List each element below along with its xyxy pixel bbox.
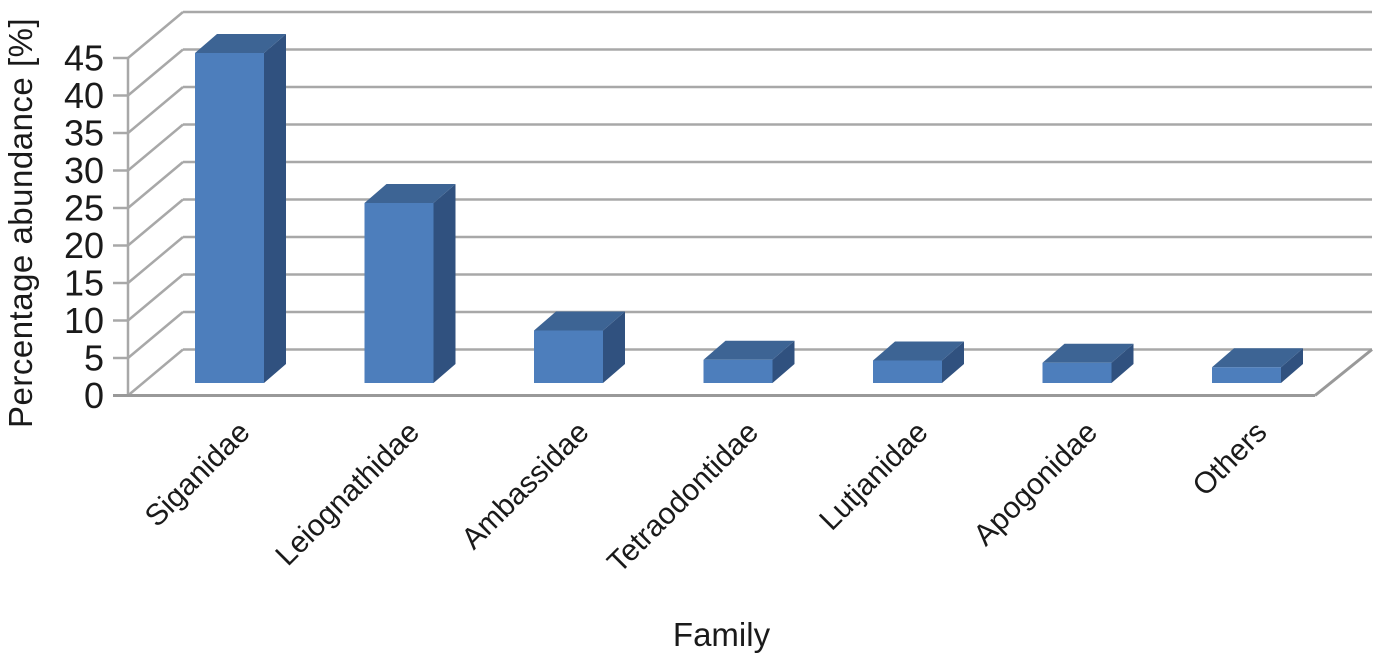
y-tick-label-20: 20: [64, 225, 104, 266]
y-axis-title: Percentage abundance [%]: [2, 17, 39, 428]
category-label-Lutjanidae: Lutjanidae: [813, 416, 934, 537]
gridline-connector-5: [127, 311, 184, 359]
y-tick-label-15: 15: [64, 263, 104, 304]
y-tick-label-30: 30: [64, 150, 104, 191]
bar-top-Apogonidae: [1042, 343, 1134, 363]
bar-side-Lutjanidae: [942, 341, 964, 383]
bar-Ambassidae: [534, 330, 603, 383]
bar-side-Leiognathidae: [433, 184, 456, 383]
category-label-Others: Others: [1186, 416, 1273, 503]
bar-Leiognathidae: [364, 203, 434, 383]
category-label-Tetraodontidae: Tetraodontidae: [601, 416, 765, 580]
gridline-connector-25: [127, 161, 184, 209]
gridline-connector-45: [127, 11, 184, 59]
gridline-connector-30: [127, 123, 184, 172]
bar-top-Tetraodontidae: [703, 340, 795, 360]
category-label-Ambassidae: Ambassidae: [455, 416, 595, 556]
bar-Apogonidae: [1042, 362, 1112, 383]
gridline-connector-0: [127, 348, 184, 397]
gridline-connector-10: [127, 273, 184, 322]
y-tick-label-0: 0: [84, 375, 104, 416]
bar-top-Lutjanidae: [873, 341, 964, 361]
x-axis-title: Family: [672, 616, 771, 653]
bar-Others: [1212, 367, 1281, 383]
bar-top-Others: [1212, 348, 1303, 368]
y-tick-label-5: 5: [84, 338, 104, 379]
y-tick-label-25: 25: [64, 188, 104, 229]
floor-right-edge: [1314, 348, 1373, 397]
bar-side-Tetraodontidae: [772, 340, 795, 383]
bar-side-Apogonidae: [1111, 343, 1134, 383]
bar-Lutjanidae: [873, 360, 942, 383]
gridline-connector-40: [127, 48, 184, 97]
y-tick-label-35: 35: [64, 113, 104, 154]
y-tick-label-40: 40: [64, 75, 104, 116]
gridline-connector-20: [127, 198, 184, 247]
bar-Tetraodontidae: [703, 359, 773, 383]
bar-side-Others: [1281, 348, 1303, 383]
category-label-Leiognathidae: Leiognathidae: [269, 416, 426, 573]
bar-side-Ambassidae: [603, 311, 625, 383]
gridline-connector-15: [127, 236, 184, 284]
bar-top-Ambassidae: [534, 311, 625, 331]
bar-top-Leiognathidae: [364, 184, 456, 203]
bar-top-Siganidae: [195, 34, 286, 53]
y-tick-label-45: 45: [64, 38, 104, 79]
y-tick-label-10: 10: [64, 300, 104, 341]
bar-Siganidae: [195, 53, 264, 383]
category-label-Apogonidae: Apogonidae: [967, 416, 1104, 553]
gridline-connector-35: [127, 86, 184, 134]
bar-side-Siganidae: [264, 34, 286, 383]
category-label-Siganidae: Siganidae: [139, 416, 257, 534]
